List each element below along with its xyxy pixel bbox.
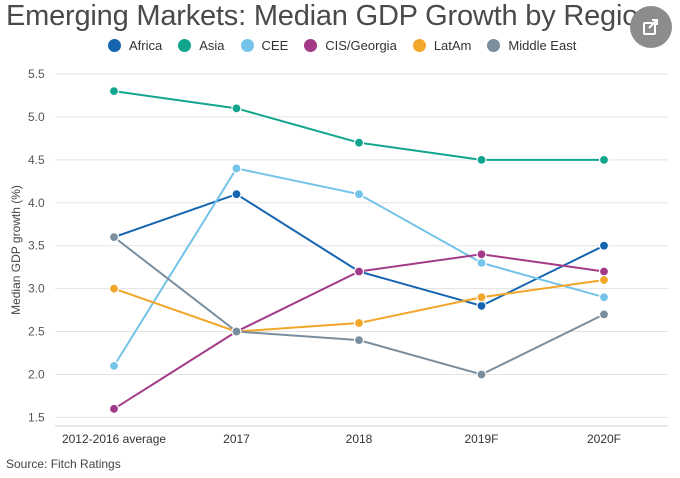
y-tick-label: 2.5 bbox=[28, 325, 45, 339]
y-tick-label: 2.0 bbox=[28, 367, 45, 381]
data-point-cee bbox=[108, 360, 120, 372]
share-button[interactable] bbox=[630, 6, 672, 48]
legend-item-cee[interactable]: CEE bbox=[240, 38, 289, 53]
y-tick-label: 3.0 bbox=[28, 282, 45, 296]
chart-title: Emerging Markets: Median GDP Growth by R… bbox=[6, 0, 655, 32]
x-tick-label: 2012-2016 average bbox=[62, 432, 166, 446]
legend-marker bbox=[178, 39, 192, 52]
y-tick-label: 4.0 bbox=[28, 196, 45, 210]
x-tick-label: 2018 bbox=[346, 432, 373, 446]
legend-marker bbox=[240, 39, 254, 52]
data-point-africa bbox=[598, 240, 610, 251]
y-axis-label: Median GDP growth (%) bbox=[9, 185, 23, 315]
y-tick-label: 5.0 bbox=[28, 110, 45, 124]
data-point-cee bbox=[353, 189, 365, 200]
data-point-cis-georgia bbox=[353, 266, 365, 277]
share-icon bbox=[643, 19, 658, 35]
data-point-cis-georgia bbox=[108, 403, 120, 414]
legend-marker bbox=[108, 39, 121, 52]
legend-item-middle-east[interactable]: Middle East bbox=[487, 38, 576, 53]
legend-item-cis-georgia[interactable]: CIS/Georgia bbox=[304, 38, 397, 53]
data-point-cis-georgia bbox=[476, 249, 487, 260]
legend-label: CEE bbox=[261, 38, 289, 53]
data-point-asia bbox=[476, 154, 487, 165]
legend-marker bbox=[304, 39, 318, 52]
data-point-asia bbox=[231, 103, 242, 114]
legend-item-asia[interactable]: Asia bbox=[178, 38, 225, 53]
legend-label: Asia bbox=[199, 38, 225, 53]
data-point-middle-east bbox=[231, 326, 242, 337]
data-point-middle-east bbox=[598, 309, 610, 320]
y-tick-label: 5.5 bbox=[28, 67, 45, 81]
y-tick-label: 3.5 bbox=[28, 239, 45, 253]
data-point-cee bbox=[598, 292, 610, 303]
legend-marker bbox=[412, 39, 426, 52]
legend-item-africa[interactable]: Africa bbox=[108, 38, 162, 53]
y-tick-label: 4.5 bbox=[28, 153, 45, 167]
legend-marker bbox=[487, 39, 501, 52]
data-point-middle-east bbox=[476, 369, 487, 380]
data-point-latam bbox=[108, 283, 120, 294]
data-point-latam bbox=[476, 292, 487, 303]
data-point-asia bbox=[353, 137, 365, 148]
x-tick-label: 2019F bbox=[464, 432, 498, 446]
data-point-africa bbox=[476, 300, 487, 311]
series-line-asia bbox=[113, 90, 604, 161]
legend-label: Middle East bbox=[508, 38, 577, 53]
series-line-middle-east bbox=[113, 236, 605, 376]
data-point-latam bbox=[598, 274, 610, 286]
chart-legend: Africa Asia CEE CIS/Georgia LatAm Middle East bbox=[108, 38, 592, 53]
data-point-cee bbox=[476, 257, 487, 268]
y-tick-label: 1.5 bbox=[28, 410, 45, 424]
chart-source: Source: Fitch Ratings bbox=[6, 457, 121, 471]
data-point-middle-east bbox=[353, 335, 365, 346]
data-point-middle-east bbox=[108, 232, 120, 243]
legend-label: CIS/Georgia bbox=[325, 38, 397, 53]
data-point-cee bbox=[231, 163, 242, 174]
data-point-latam bbox=[353, 317, 365, 329]
legend-label: Africa bbox=[129, 38, 163, 53]
data-point-asia bbox=[108, 86, 120, 97]
data-point-cis-georgia bbox=[598, 266, 610, 277]
legend-label: LatAm bbox=[433, 38, 472, 53]
data-point-asia bbox=[598, 154, 610, 165]
x-tick-label: 2017 bbox=[223, 432, 250, 446]
x-tick-label: 2020F bbox=[587, 432, 621, 446]
legend-item-latam[interactable]: LatAm bbox=[412, 38, 472, 53]
data-point-africa bbox=[231, 189, 242, 200]
